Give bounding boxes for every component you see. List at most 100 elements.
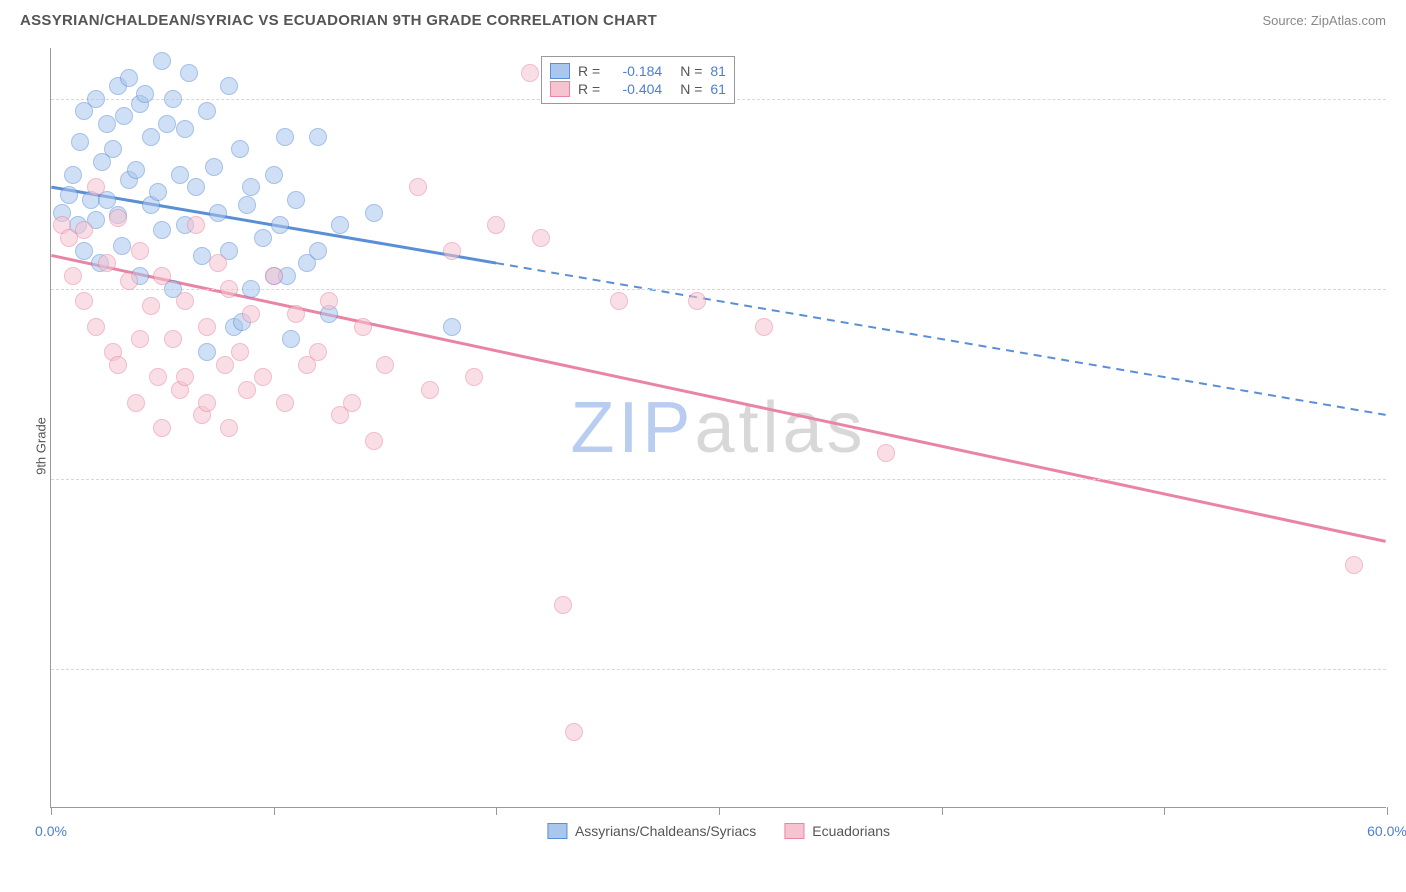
scatter-point bbox=[276, 128, 294, 146]
scatter-point bbox=[242, 280, 260, 298]
r-label: R = bbox=[578, 81, 600, 97]
n-value: 81 bbox=[710, 63, 726, 79]
scatter-point bbox=[87, 178, 105, 196]
ytick-label: 92.5% bbox=[1396, 281, 1406, 297]
source-label: Source: ZipAtlas.com bbox=[1262, 13, 1386, 28]
scatter-point bbox=[287, 191, 305, 209]
scatter-point bbox=[87, 318, 105, 336]
scatter-point bbox=[209, 254, 227, 272]
scatter-point bbox=[113, 237, 131, 255]
scatter-point bbox=[142, 297, 160, 315]
scatter-point bbox=[254, 229, 272, 247]
scatter-point bbox=[205, 158, 223, 176]
scatter-point bbox=[271, 216, 289, 234]
scatter-point bbox=[98, 254, 116, 272]
scatter-point bbox=[198, 318, 216, 336]
scatter-point bbox=[443, 318, 461, 336]
xtick bbox=[51, 807, 52, 815]
scatter-point bbox=[153, 267, 171, 285]
scatter-point bbox=[209, 204, 227, 222]
y-axis-label: 9th Grade bbox=[33, 417, 48, 475]
scatter-point bbox=[282, 330, 300, 348]
scatter-point bbox=[87, 90, 105, 108]
xtick bbox=[496, 807, 497, 815]
scatter-point bbox=[565, 723, 583, 741]
scatter-point bbox=[554, 596, 572, 614]
xtick-label: 60.0% bbox=[1367, 823, 1406, 839]
legend-swatch bbox=[550, 63, 570, 79]
scatter-point bbox=[104, 140, 122, 158]
legend-row: R =-0.184N =81 bbox=[550, 63, 726, 79]
scatter-point bbox=[521, 64, 539, 82]
legend-label-assyrians: Assyrians/Chaldeans/Syriacs bbox=[575, 823, 756, 839]
scatter-point bbox=[120, 69, 138, 87]
watermark-zip: ZIP bbox=[570, 388, 694, 468]
scatter-point bbox=[75, 292, 93, 310]
scatter-point bbox=[198, 343, 216, 361]
xtick bbox=[274, 807, 275, 815]
scatter-point bbox=[220, 419, 238, 437]
legend-row: R =-0.404N =61 bbox=[550, 81, 726, 97]
scatter-point bbox=[443, 242, 461, 260]
scatter-point bbox=[409, 178, 427, 196]
n-value: 61 bbox=[710, 81, 726, 97]
swatch-assyrians bbox=[547, 823, 567, 839]
scatter-point bbox=[60, 186, 78, 204]
scatter-point bbox=[238, 381, 256, 399]
scatter-point bbox=[176, 292, 194, 310]
xtick-label: 0.0% bbox=[35, 823, 67, 839]
scatter-point bbox=[75, 242, 93, 260]
plot-area: ZIPatlas 77.5%85.0%92.5%100.0%0.0%60.0% bbox=[51, 48, 1386, 807]
swatch-ecuadorians bbox=[784, 823, 804, 839]
r-value: -0.404 bbox=[608, 81, 662, 97]
scatter-point bbox=[180, 64, 198, 82]
scatter-point bbox=[331, 216, 349, 234]
scatter-point bbox=[164, 330, 182, 348]
scatter-point bbox=[231, 343, 249, 361]
scatter-point bbox=[64, 166, 82, 184]
scatter-point bbox=[365, 432, 383, 450]
gridline-h bbox=[51, 479, 1386, 480]
watermark-atlas: atlas bbox=[694, 388, 866, 468]
scatter-point bbox=[176, 120, 194, 138]
scatter-point bbox=[153, 52, 171, 70]
scatter-point bbox=[532, 229, 550, 247]
legend-label-ecuadorians: Ecuadorians bbox=[812, 823, 890, 839]
scatter-point bbox=[216, 356, 234, 374]
scatter-point bbox=[309, 343, 327, 361]
legend-correlation: R =-0.184N =81R =-0.404N =61 bbox=[541, 56, 735, 104]
scatter-point bbox=[71, 133, 89, 151]
scatter-point bbox=[198, 394, 216, 412]
legend-item-ecuadorians: Ecuadorians bbox=[784, 823, 890, 839]
scatter-point bbox=[755, 318, 773, 336]
scatter-point bbox=[254, 368, 272, 386]
trend-lines bbox=[51, 48, 1386, 807]
xtick bbox=[1164, 807, 1165, 815]
r-label: R = bbox=[578, 63, 600, 79]
ytick-label: 100.0% bbox=[1396, 91, 1406, 107]
scatter-point bbox=[287, 305, 305, 323]
scatter-point bbox=[465, 368, 483, 386]
legend-swatch bbox=[550, 81, 570, 97]
scatter-point bbox=[242, 178, 260, 196]
scatter-point bbox=[153, 221, 171, 239]
scatter-point bbox=[64, 267, 82, 285]
scatter-point bbox=[176, 368, 194, 386]
scatter-point bbox=[610, 292, 628, 310]
scatter-point bbox=[220, 77, 238, 95]
ytick-label: 77.5% bbox=[1396, 661, 1406, 677]
scatter-point bbox=[354, 318, 372, 336]
chart-area: ZIPatlas 77.5%85.0%92.5%100.0%0.0%60.0% … bbox=[50, 48, 1386, 808]
scatter-point bbox=[309, 242, 327, 260]
scatter-point bbox=[198, 102, 216, 120]
scatter-point bbox=[365, 204, 383, 222]
scatter-point bbox=[164, 90, 182, 108]
scatter-point bbox=[98, 115, 116, 133]
scatter-point bbox=[127, 161, 145, 179]
n-label: N = bbox=[680, 63, 702, 79]
scatter-point bbox=[131, 242, 149, 260]
gridline-h bbox=[51, 669, 1386, 670]
scatter-point bbox=[158, 115, 176, 133]
scatter-point bbox=[688, 292, 706, 310]
chart-title: ASSYRIAN/CHALDEAN/SYRIAC VS ECUADORIAN 9… bbox=[20, 12, 657, 29]
